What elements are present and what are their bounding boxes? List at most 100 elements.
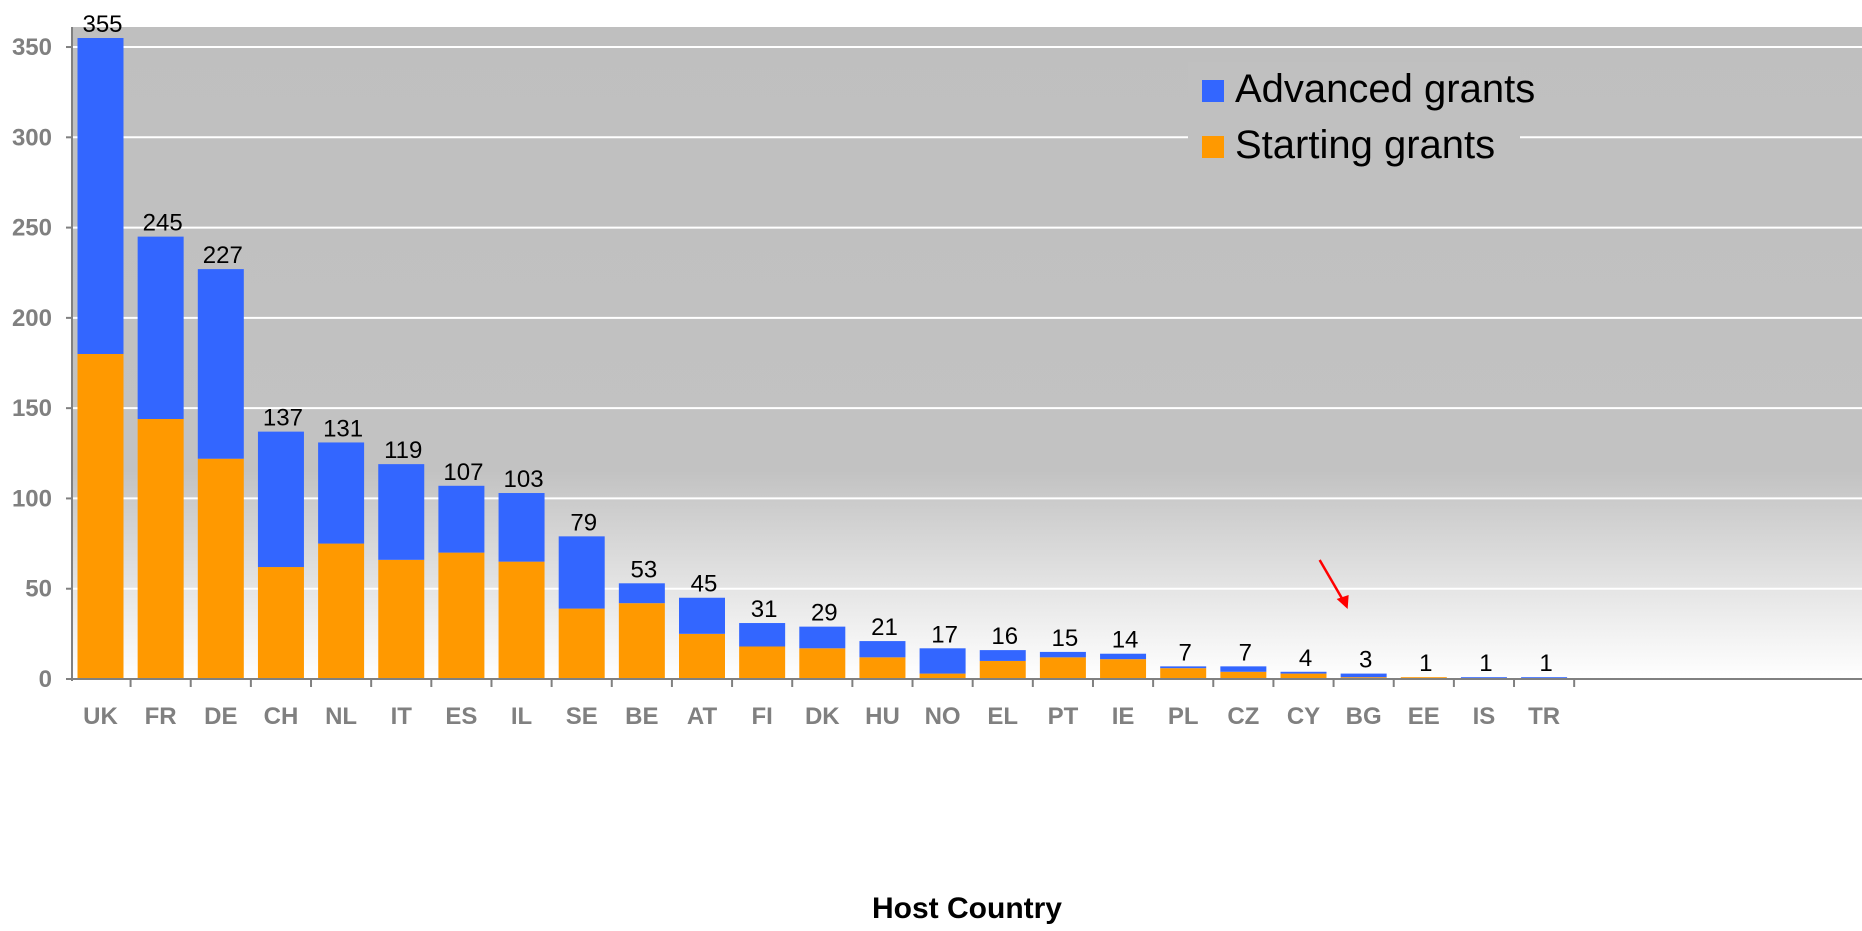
x-tick-label-no: NO — [925, 703, 961, 730]
annotation-arrow-line — [1318, 559, 1346, 604]
bar-starting-fr — [137, 418, 184, 679]
total-label-nl: 131 — [323, 415, 363, 442]
bar-starting-se — [558, 608, 605, 679]
legend-label-starting-grants: Starting grants — [1235, 123, 1495, 167]
x-tick-label-pl: PL — [1168, 703, 1199, 730]
y-tick-label: 150 — [12, 395, 52, 422]
bar-starting-uk — [77, 353, 124, 679]
x-axis-title: Host Country — [872, 892, 1062, 925]
plot-area — [72, 27, 1862, 679]
legend-swatch-starting-grants — [1202, 136, 1224, 158]
bar-starting-fi — [739, 646, 786, 679]
bar-advanced-ch — [257, 431, 304, 568]
bar-advanced-de — [197, 269, 244, 459]
x-tick-label-el: EL — [987, 703, 1018, 730]
bar-advanced-cy — [1280, 671, 1327, 674]
y-tick-label: 300 — [12, 124, 52, 151]
x-tick-label-cy: CY — [1287, 703, 1320, 730]
y-tick-label: 200 — [12, 305, 52, 332]
bar-advanced-bg — [1340, 673, 1387, 678]
bar-starting-pl — [1160, 668, 1207, 679]
x-tick-label-at: AT — [687, 703, 718, 730]
bar-starting-es — [438, 552, 485, 679]
total-label-ee: 1 — [1419, 650, 1432, 677]
bar-starting-il — [498, 561, 545, 679]
total-label-tr: 1 — [1539, 650, 1552, 677]
bar-advanced-es — [438, 485, 485, 553]
gridlines — [72, 46, 1862, 590]
x-tick-label-se: SE — [566, 703, 598, 730]
x-tick-label-fr: FR — [145, 703, 177, 730]
x-tick-label-cz: CZ — [1227, 703, 1259, 730]
x-tick-label-it: IT — [391, 703, 413, 730]
total-label-ch: 137 — [263, 405, 303, 432]
bar-advanced-il — [498, 493, 545, 562]
bar-starting-ie — [1100, 659, 1147, 679]
legend-box — [1188, 62, 1520, 184]
bar-advanced-dk — [799, 626, 846, 649]
annotation-arrow-head — [1336, 595, 1349, 609]
bar-starting-cy — [1280, 673, 1327, 679]
axes: 0 50 100 150 200 250 300 350 — [12, 27, 1862, 693]
bar-starting-at — [679, 633, 725, 679]
bar-starting-ch — [257, 567, 304, 679]
x-tick-label-is: IS — [1473, 703, 1496, 730]
bar-starting-cz — [1220, 671, 1267, 679]
bar-advanced-ie — [1100, 653, 1147, 660]
total-label-dk: 29 — [811, 600, 838, 627]
total-label-el: 16 — [991, 623, 1018, 650]
total-label-it: 119 — [384, 437, 422, 464]
bar-advanced-nl — [318, 442, 365, 544]
total-label-is: 1 — [1479, 650, 1492, 677]
bar-advanced-el — [979, 650, 1026, 661]
total-label-at: 45 — [691, 571, 718, 598]
total-label-pt: 15 — [1052, 625, 1079, 652]
annotation — [1318, 559, 1349, 609]
bar-advanced-pl — [1160, 666, 1207, 669]
bar-starting-dk — [799, 648, 846, 679]
x-tick-label-dk: DK — [805, 703, 840, 730]
bar-advanced-no — [919, 648, 966, 674]
bar-starting-de — [197, 458, 244, 679]
x-tick-label-de: DE — [204, 703, 237, 730]
y-tick-label: 250 — [12, 215, 52, 242]
bar-advanced-at — [679, 597, 725, 634]
bar-advanced-se — [558, 536, 605, 609]
total-label-se: 79 — [570, 509, 597, 536]
y-tick-label: 0 — [39, 666, 52, 693]
x-tick-label-bg: BG — [1346, 703, 1382, 730]
bar-starting-el — [979, 660, 1026, 679]
legend-label-advanced-grants: Advanced grants — [1235, 67, 1535, 111]
bar-advanced-hu — [859, 641, 906, 658]
total-label-fi: 31 — [751, 596, 778, 623]
total-label-es: 107 — [443, 459, 483, 486]
y-tick-label: 350 — [12, 34, 52, 61]
total-label-il: 103 — [504, 466, 544, 493]
total-label-de: 227 — [203, 242, 243, 269]
bar-starting-nl — [318, 543, 365, 679]
x-tick-label-pt: PT — [1048, 703, 1079, 730]
x-tick-label-be: BE — [625, 703, 658, 730]
y-tick-label: 100 — [12, 485, 52, 512]
total-label-uk: 355 — [82, 11, 122, 38]
total-label-bg: 3 — [1359, 647, 1372, 674]
bar-advanced-pt — [1039, 651, 1086, 658]
x-tick-label-nl: NL — [325, 703, 357, 730]
total-label-be: 53 — [630, 556, 657, 583]
legend-swatch-advanced-grants — [1202, 80, 1224, 102]
bar-starting-it — [378, 559, 425, 679]
bar-advanced-it — [378, 464, 425, 560]
bar-starting-be — [618, 603, 665, 679]
x-tick-label-ch: CH — [264, 703, 299, 730]
total-label-no: 17 — [931, 621, 958, 648]
total-label-ie: 14 — [1112, 627, 1139, 654]
x-tick-label-tr: TR — [1528, 703, 1560, 730]
x-tick-label-il: IL — [511, 703, 532, 730]
bar-advanced-uk — [77, 38, 124, 354]
bars — [77, 38, 1568, 679]
x-tick-label-ee: EE — [1408, 703, 1440, 730]
bar-starting-hu — [859, 657, 906, 679]
bar-starting-pt — [1039, 657, 1086, 679]
